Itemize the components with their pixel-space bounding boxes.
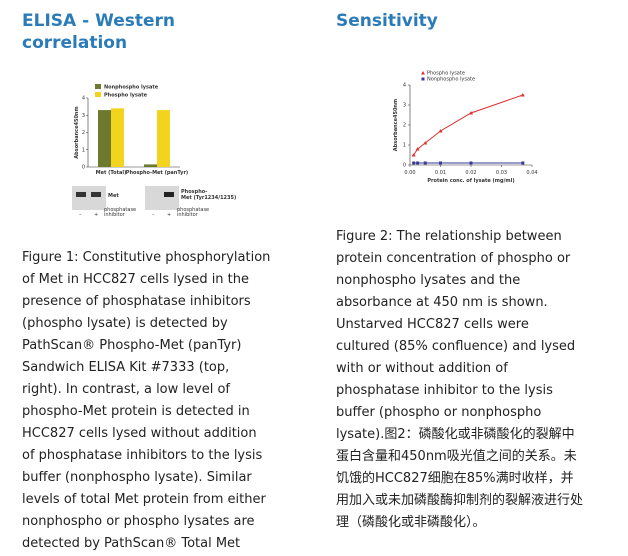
point	[423, 161, 427, 165]
caption-line: 饥饿的HCC827细胞在85%满时收样，并	[336, 470, 574, 486]
blot-note: phosphatase	[104, 207, 136, 213]
y-tick-label: 3	[82, 113, 85, 119]
legend-swatch	[95, 84, 101, 89]
x-tick-label: Met (Total)	[96, 170, 127, 176]
point	[520, 93, 525, 97]
point	[469, 161, 473, 165]
blot-label: Met	[108, 193, 119, 199]
legend-label: Nonphospho lysate	[427, 77, 475, 83]
bar	[98, 110, 111, 167]
x-tick-label: 0.02	[465, 170, 476, 176]
point	[469, 111, 473, 115]
y-axis-label: Absorbance450nm	[74, 106, 80, 158]
blot-lane: +	[94, 212, 98, 218]
y-tick-label: 1	[82, 147, 85, 153]
bar	[111, 108, 124, 167]
caption-line: lysate).图2：磷酸化或非磷酸化的裂解中	[336, 426, 575, 442]
caption-line: buffer (nonphospho lysate). Similar	[22, 470, 252, 485]
blot-image	[145, 186, 179, 210]
caption-line: detected by PathScan® Total Met	[22, 536, 240, 551]
caption-line: 理（磷酸化或非磷酸化）。	[336, 515, 486, 530]
y-tick-label: 1	[403, 143, 406, 149]
caption-line: levels of total Met protein from either	[22, 492, 266, 507]
section-title: Sensitivity	[336, 11, 438, 31]
y-tick-label: 4	[403, 83, 406, 89]
legend-label: Nonphospho lysate	[104, 85, 159, 91]
point	[411, 153, 416, 157]
point	[412, 161, 416, 165]
blot-band	[76, 192, 86, 197]
caption-line: 蛋白含量和450nm吸光值之间的关系。未	[336, 448, 577, 464]
caption-line: (phospho lysate) is detected by	[22, 316, 228, 331]
blot-lane: –	[152, 212, 155, 218]
caption-line: 用加入或未加磷酸酶抑制剂的裂解液进行处	[336, 492, 583, 508]
caption-line: protein concentration of phospho or	[336, 251, 571, 266]
x-tick-label: 0.04	[526, 170, 537, 176]
point	[423, 141, 428, 145]
caption-line: presence of phosphatase inhibitors	[22, 294, 251, 309]
blot-band	[91, 192, 101, 197]
caption-line: right). In contrast, a low level of	[22, 382, 230, 397]
caption-line: Figure 1: Constitutive phosphorylation	[22, 250, 270, 265]
caption-line: nonphospho or phospho lysates are	[22, 514, 255, 529]
point	[439, 161, 442, 165]
caption-line: of Met in HCC827 cells lysed in the	[22, 272, 249, 287]
y-tick-label: 0	[82, 165, 85, 171]
blot-band	[164, 192, 174, 197]
legend-marker	[421, 71, 425, 75]
y-tick-label: 2	[403, 123, 406, 129]
caption-line: Unstarved HCC827 cells were	[336, 317, 529, 332]
caption-line: cultured (85% confluence) and lysed	[336, 339, 575, 354]
caption-line: phosphatase inhibitor to the lysis	[336, 383, 553, 398]
caption-line: nonphospho lysates and the	[336, 273, 520, 288]
x-tick-label: 0.03	[496, 170, 507, 176]
blot-lane: –	[79, 212, 82, 218]
section-title: ELISA - Western	[22, 11, 175, 31]
blot-note: phosphatase	[177, 207, 209, 213]
caption-line: with or without addition of	[336, 361, 508, 376]
bar	[157, 110, 170, 167]
legend-label: Phospho lysate	[104, 93, 148, 99]
series-line	[413, 94, 524, 156]
caption-line: of phosphatase inhibitors to the lysis	[22, 448, 263, 463]
x-tick-label: Phospho-Met (panTyr)	[126, 170, 188, 176]
y-tick-label: 0	[403, 163, 406, 169]
blot-image	[72, 186, 106, 210]
caption-line: absorbance at 450 nm is shown.	[336, 295, 548, 310]
caption-line: HCC827 cells lysed without addition	[22, 426, 257, 441]
legend-marker	[421, 77, 425, 81]
point	[521, 161, 525, 165]
bar	[144, 164, 157, 167]
blot-note: inhibitor	[104, 212, 126, 218]
caption-line: phospho-Met protein is detected in	[22, 404, 250, 419]
y-tick-label: 2	[82, 130, 85, 136]
y-tick-label: 3	[403, 103, 406, 109]
y-axis-label: Absorbance450nm	[393, 99, 399, 151]
caption-line: buffer (phospho or nonphospho	[336, 405, 541, 420]
legend-swatch	[95, 92, 101, 97]
blot-label: Met (Tyr1234/1235)	[181, 195, 236, 201]
legend-label: Phospho lysate	[427, 71, 465, 77]
blot-label: Phospho-	[181, 189, 207, 195]
blot-lane: +	[167, 212, 171, 218]
caption-line: PathScan® Phospho-Met (panTyr)	[22, 338, 241, 353]
x-tick-label: 0.00	[404, 170, 415, 176]
point	[438, 129, 443, 133]
section-title: correlation	[22, 33, 127, 53]
caption-line: Figure 2: The relationship between	[336, 229, 562, 244]
blot-note: inhibitor	[177, 212, 199, 218]
point	[416, 161, 420, 165]
point	[415, 147, 420, 151]
x-tick-label: 0.01	[435, 170, 446, 176]
caption-line: Sandwich ELISA Kit #7333 (top,	[22, 360, 229, 375]
y-tick-label: 4	[82, 96, 85, 102]
x-axis-label: Protein conc. of lysate (mg/ml)	[427, 178, 514, 184]
